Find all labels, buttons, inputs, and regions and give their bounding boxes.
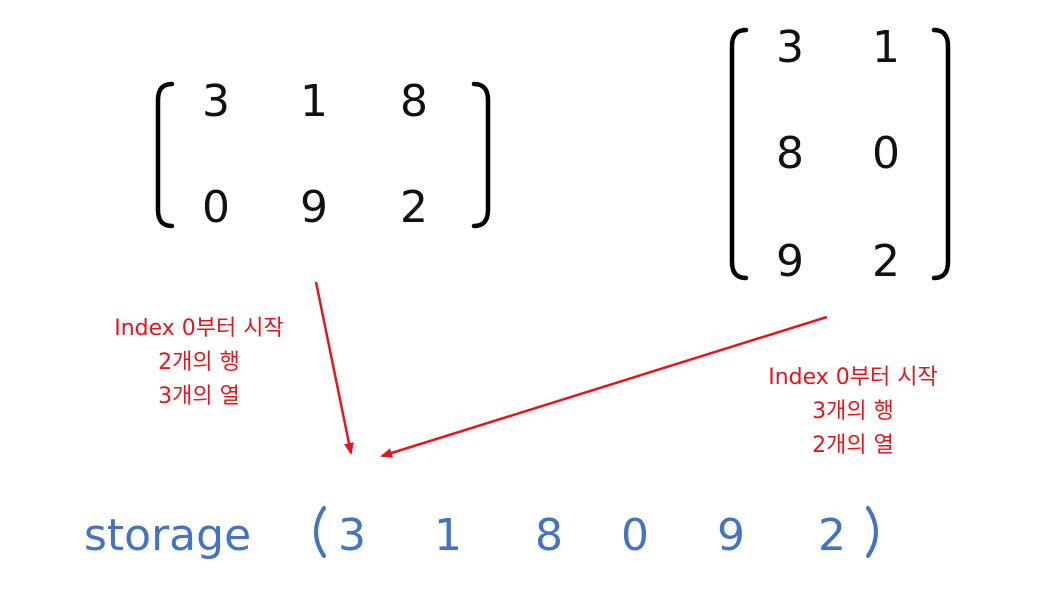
note-a-line: Index 0부터 시작 [114, 316, 284, 341]
matrix-b-cell: 8 [776, 128, 804, 179]
storage-label: storage [84, 510, 251, 561]
note-b-line: Index 0부터 시작 [768, 365, 938, 390]
matrix-b: 3 1 8 0 9 2 [729, 22, 951, 287]
matrix-b-left-bracket [729, 27, 749, 281]
matrix-b-cell: 3 [776, 22, 804, 73]
note-a-line: 2개의 행 [158, 350, 240, 375]
storage-value: 0 [621, 510, 649, 561]
matrix-b-right-bracket [931, 27, 951, 281]
note-b-line: 3개의 행 [812, 399, 894, 424]
matrix-a-cell: 9 [300, 182, 328, 233]
matrix-a-cell: 2 [400, 182, 428, 233]
arrow-matrix-b-to-storage [380, 315, 828, 458]
matrix-b-cell: 9 [776, 236, 804, 287]
matrix-b-cell: 0 [872, 128, 900, 179]
matrix-b-cell: 1 [872, 22, 900, 73]
matrix-a-cell: 0 [202, 182, 230, 233]
storage-value: 8 [535, 510, 563, 561]
storage-right-paren [866, 506, 878, 558]
note-b: Index 0부터 시작 3개의 행 2개의 열 [768, 365, 938, 458]
storage-left-paren [314, 506, 326, 558]
note-b-line: 2개의 열 [812, 433, 894, 458]
matrix-b-cell: 2 [872, 236, 900, 287]
matrix-a-cell: 1 [300, 76, 328, 127]
storage-value: 3 [338, 510, 366, 561]
matrix-a-right-bracket [471, 81, 491, 229]
matrix-a-cell: 8 [400, 76, 428, 127]
matrix-a: 3 1 8 0 9 2 [155, 76, 491, 233]
matrix-a-left-bracket [155, 81, 175, 229]
storage-value: 9 [717, 510, 745, 561]
note-a-line: 3개의 열 [158, 384, 240, 409]
storage-value: 2 [818, 510, 846, 561]
storage-value: 1 [434, 510, 462, 561]
note-a: Index 0부터 시작 2개의 행 3개의 열 [114, 316, 284, 409]
matrix-a-cell: 3 [202, 76, 230, 127]
storage-row: storage 3 1 8 0 9 2 [84, 506, 878, 561]
arrow-matrix-a-to-storage [314, 281, 354, 455]
